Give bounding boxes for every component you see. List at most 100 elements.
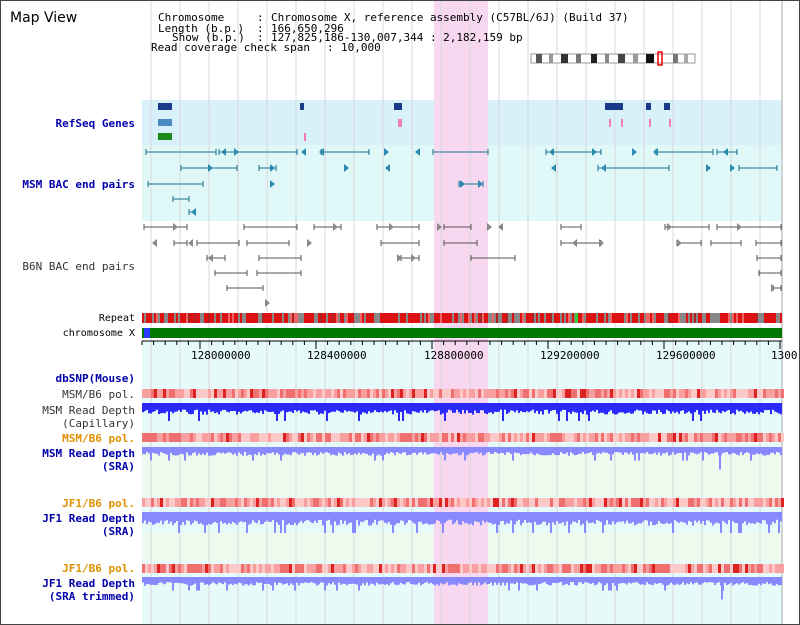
- read-depth-bar: [428, 403, 430, 412]
- read-depth-bar: [620, 512, 622, 523]
- read-depth-bar: [148, 577, 150, 585]
- read-depth-bar: [166, 403, 168, 412]
- repeat-segment: [618, 313, 620, 323]
- repeat-segment: [492, 313, 494, 323]
- read-depth-bar: [678, 403, 680, 414]
- repeat-segment: [202, 313, 204, 323]
- polymorphism-strip: [748, 389, 751, 398]
- read-depth-bar: [360, 577, 362, 586]
- read-depth-bar: [738, 403, 740, 412]
- read-depth-bar: [572, 512, 574, 522]
- read-depth-bar: [670, 577, 672, 583]
- read-depth-bar: [190, 403, 192, 415]
- repeat-segment: [514, 313, 516, 323]
- repeat-segment: [688, 313, 690, 323]
- polymorphism-strip: [772, 433, 775, 442]
- read-depth-bar: [778, 577, 780, 586]
- polymorphism-strip: [772, 564, 775, 573]
- read-depth-bar: [244, 447, 246, 452]
- polymorphism-strip: [628, 564, 631, 573]
- read-depth-bar: [302, 512, 304, 523]
- read-depth-bar: [680, 447, 682, 454]
- read-depth-bar: [154, 447, 156, 454]
- polymorphism-strip: [283, 389, 286, 398]
- polymorphism-strip: [418, 433, 421, 442]
- repeat-segment: [444, 313, 446, 323]
- chromosome-start-mark: [144, 328, 150, 338]
- read-depth-bar: [582, 403, 584, 415]
- read-depth-bar: [488, 403, 490, 413]
- read-depth-bar: [558, 512, 560, 524]
- read-depth-bar: [336, 403, 338, 411]
- polymorphism-strip: [190, 389, 193, 398]
- repeat-segment: [630, 313, 632, 323]
- polymorphism-strip: [571, 498, 574, 507]
- read-depth-bar: [190, 512, 192, 525]
- read-depth-bar: [176, 447, 178, 456]
- polymorphism-strip: [292, 433, 295, 442]
- read-depth-bar: [716, 447, 718, 453]
- polymorphism-strip: [253, 433, 256, 442]
- repeat-segment: [234, 313, 236, 323]
- polymorphism-strip: [244, 433, 247, 442]
- read-depth-bar: [544, 403, 546, 410]
- polymorphism-strip: [550, 498, 553, 507]
- read-depth-bar: [620, 403, 622, 413]
- read-depth-bar: [270, 577, 272, 586]
- read-depth-bar: [330, 512, 332, 525]
- read-depth-bar: [524, 403, 526, 413]
- polymorphism-strip: [457, 498, 460, 507]
- read-depth-bar: [142, 577, 144, 583]
- read-depth-bar: [144, 403, 146, 412]
- read-depth-bar: [438, 403, 440, 411]
- read-depth-bar: [294, 447, 296, 452]
- read-depth-bar: [354, 577, 356, 584]
- polymorphism-strip: [535, 389, 538, 398]
- read-depth-bar: [778, 512, 780, 533]
- read-depth-bar: [220, 447, 222, 454]
- read-depth-bar: [740, 577, 742, 584]
- repeat-segment: [736, 313, 738, 323]
- repeat-segment: [218, 313, 220, 323]
- read-depth-bar: [348, 512, 350, 524]
- polymorphism-strip: [658, 389, 661, 398]
- read-depth-bar: [452, 577, 454, 585]
- repeat-segment: [204, 313, 206, 323]
- read-depth-bar: [430, 512, 432, 525]
- repeat-segment: [198, 313, 200, 323]
- polymorphism-strip: [223, 433, 226, 442]
- read-depth-bar: [606, 447, 608, 453]
- read-depth-bar: [750, 577, 752, 585]
- read-depth-bar: [758, 512, 760, 523]
- polymorphism-strip: [154, 433, 157, 442]
- read-depth-bar: [674, 403, 676, 414]
- repeat-segment: [196, 313, 198, 323]
- polymorphism-strip: [190, 433, 193, 442]
- read-depth-bar: [220, 403, 222, 412]
- polymorphism-strip: [454, 433, 457, 442]
- b6n-bac-arrow: [188, 239, 193, 247]
- polymorphism-strip: [268, 433, 271, 442]
- read-depth-bar: [248, 403, 250, 411]
- polymorphism-strip: [298, 389, 301, 398]
- repeat-label: Repeat: [98, 313, 135, 324]
- read-depth-bar: [164, 403, 166, 414]
- read-depth-bar: [358, 577, 360, 591]
- read-depth-bar: [266, 577, 268, 584]
- read-depth-bar: [330, 577, 332, 585]
- polymorphism-strip: [310, 433, 313, 442]
- polymorphism-strip: [418, 389, 421, 398]
- read-depth-bar: [298, 447, 300, 455]
- read-depth-bar: [696, 403, 698, 411]
- polymorphism-strip: [742, 389, 745, 398]
- polymorphism-strip: [553, 498, 556, 507]
- read-depth-bar: [172, 577, 174, 591]
- polymorphism-strip: [229, 498, 232, 507]
- read-depth-bar: [550, 403, 552, 411]
- polymorphism-strip: [511, 498, 514, 507]
- read-depth-bar: [214, 447, 216, 456]
- msm-bac-arrow: [601, 164, 606, 172]
- read-depth-bar: [702, 512, 704, 522]
- axis-tick-label: 129200000: [540, 349, 600, 362]
